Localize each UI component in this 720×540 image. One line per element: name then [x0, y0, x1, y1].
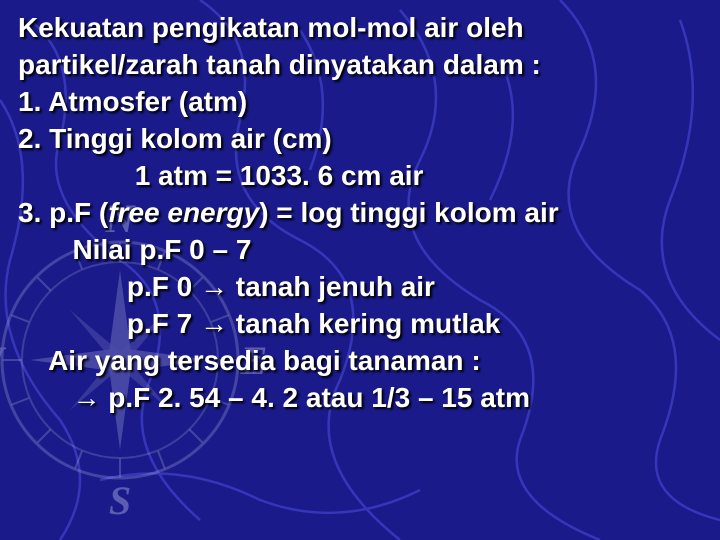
text-line-7: Nilai p.F 0 – 7: [18, 232, 702, 269]
italic-free-energy: free energy: [108, 197, 259, 228]
text-line-5: 1 atm = 1033. 6 cm air: [18, 158, 702, 195]
text-line-1: Kekuatan pengikatan mol-mol air oleh: [18, 10, 702, 47]
text-line-3: 1. Atmosfer (atm): [18, 84, 702, 121]
text-line-4: 2. Tinggi kolom air (cm): [18, 121, 702, 158]
text-line-6: 3. p.F (free energy) = log tinggi kolom …: [18, 195, 702, 232]
text-line-2: partikel/zarah tanah dinyatakan dalam :: [18, 47, 702, 84]
text-line-9: p.F 7 → tanah kering mutlak: [18, 306, 702, 343]
slide-text-content: Kekuatan pengikatan mol-mol air oleh par…: [0, 0, 720, 416]
compass-s-label: S: [109, 478, 131, 520]
text-line-11: → p.F 2. 54 – 4. 2 atau 1/3 – 15 atm: [18, 380, 702, 417]
text-line-8: p.F 0 → tanah jenuh air: [18, 269, 702, 306]
text-line-10: Air yang tersedia bagi tanaman :: [18, 343, 702, 380]
